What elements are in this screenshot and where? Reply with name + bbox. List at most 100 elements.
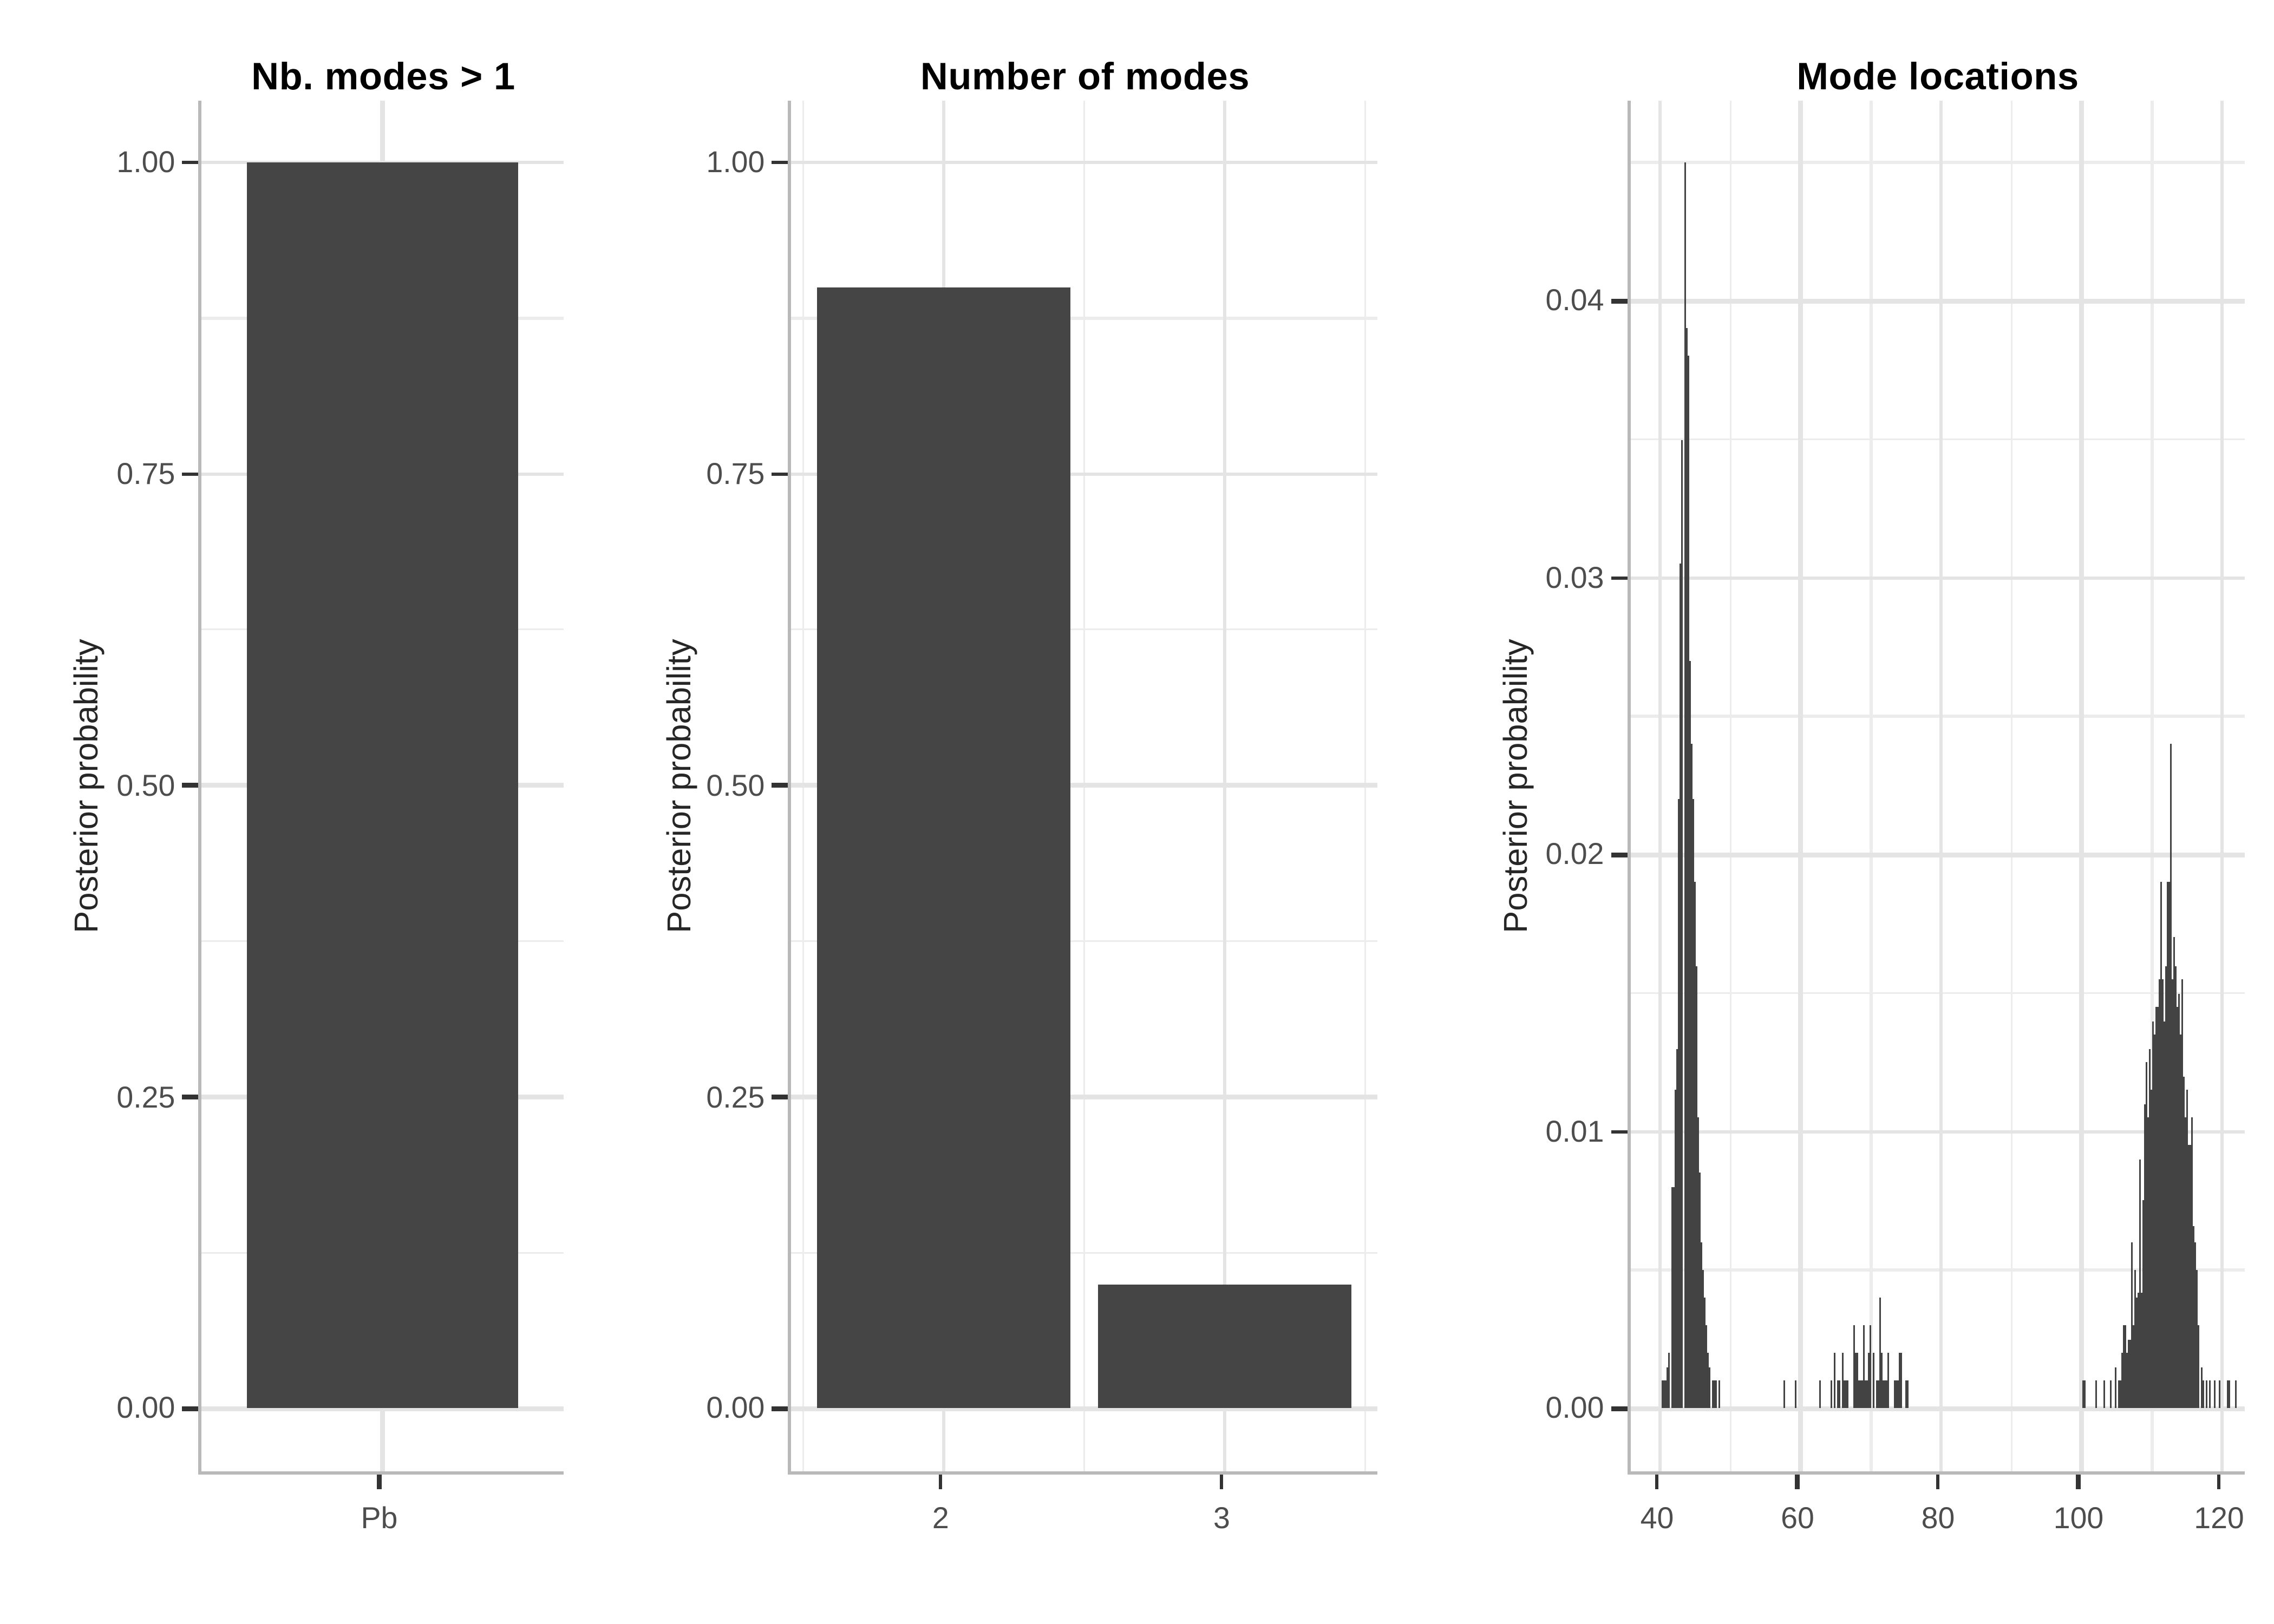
spike: [2187, 1159, 2190, 1409]
spike: [1845, 1380, 1847, 1409]
spike: [2194, 1242, 2197, 1409]
spike: [2119, 1380, 2121, 1409]
gridline-major-y: [201, 1095, 564, 1099]
spike: [2134, 1270, 2136, 1409]
spike: [2208, 1380, 2211, 1409]
spike: [1681, 439, 1684, 1409]
y-tick-label: 0.00: [1545, 1390, 1604, 1425]
spike: [1843, 1380, 1846, 1409]
gridline-major-y: [1630, 853, 2244, 857]
y-tick-label: 0.03: [1545, 560, 1604, 594]
x-tick-label: 3: [1213, 1500, 1230, 1535]
gridline-major-x: [2220, 100, 2225, 1471]
plot-panel: [198, 100, 564, 1475]
spike: [2177, 1007, 2179, 1409]
x-tick-label: 2: [932, 1500, 949, 1535]
spike: [2121, 1353, 2124, 1409]
spike: [1846, 1380, 1849, 1409]
y-tick-label: 1.00: [116, 145, 175, 179]
spike: [1699, 1173, 1701, 1409]
spike: [2083, 1380, 2085, 1409]
bar-3: [1098, 1284, 1352, 1409]
spike: [1677, 841, 1680, 1409]
spike: [1670, 1311, 1673, 1409]
gridline-major-x: [942, 100, 946, 1471]
gridline-minor-y: [1630, 715, 2244, 717]
spike: [2192, 1226, 2195, 1409]
y-tick-mark: [772, 160, 788, 165]
y-tick-label: 0.75: [116, 456, 175, 490]
x-tick-mark: [2217, 1475, 2221, 1489]
spike: [2143, 1201, 2145, 1409]
spike: [2109, 1380, 2112, 1409]
gridline-minor-y: [790, 1252, 1378, 1254]
spike: [2156, 1007, 2158, 1409]
y-tick-label: 0.50: [706, 768, 765, 802]
y-tick-mark: [1611, 853, 1627, 857]
chart-title: Mode locations: [1796, 54, 2079, 97]
y-tick-mark: [182, 1095, 198, 1099]
spike: [2149, 1048, 2151, 1409]
gridline-major-x: [380, 100, 385, 1471]
y-tick-mark: [1611, 1406, 1627, 1411]
y-axis-title: Posterior probability: [1498, 638, 1535, 933]
spike: [2190, 1117, 2193, 1409]
spike: [1852, 1325, 1855, 1409]
spike: [2095, 1380, 2097, 1409]
gridline-major-x: [1223, 100, 1227, 1471]
spike: [1880, 1353, 1882, 1409]
spike: [2145, 1104, 2147, 1409]
plot-panel: [787, 100, 1378, 1475]
spike: [2171, 979, 2173, 1409]
y-tick-mark: [182, 472, 198, 476]
spike: [1838, 1380, 1840, 1409]
spike: [1906, 1380, 1908, 1409]
spike: [2139, 1159, 2142, 1409]
gridline-minor-y: [1630, 438, 2244, 441]
gridline-major-y: [1630, 1406, 2244, 1411]
spike: [2167, 882, 2170, 1409]
x-tick-label: 40: [1640, 1500, 1674, 1535]
spike: [1693, 882, 1696, 1409]
gridline-minor-y: [201, 1252, 564, 1254]
y-tick-mark: [182, 783, 198, 788]
gridline-major-x: [2080, 100, 2084, 1471]
spike: [1877, 1380, 1880, 1409]
x-tick-mark: [938, 1475, 943, 1489]
y-tick-label: 0.02: [1545, 836, 1604, 871]
spike: [1696, 1048, 1698, 1409]
spike: [2196, 1270, 2198, 1409]
spike: [2131, 1242, 2133, 1409]
spike: [2152, 1020, 2154, 1409]
spike: [2141, 1292, 2144, 1409]
spike: [2169, 744, 2172, 1409]
spike: [1662, 1380, 1664, 1409]
spike: [1783, 1380, 1786, 1409]
spike: [1705, 1325, 1708, 1409]
spike: [1688, 356, 1690, 1409]
x-tick-label: Pb: [361, 1500, 398, 1535]
spike: [2165, 965, 2167, 1409]
spike: [1854, 1353, 1857, 1409]
spike: [2138, 1292, 2140, 1409]
spike: [2182, 1076, 2185, 1409]
spike: [1686, 564, 1689, 1409]
gridline-minor-y: [201, 940, 564, 942]
spike: [2178, 993, 2180, 1409]
spike: [1702, 1270, 1704, 1409]
spike: [1858, 1380, 1861, 1409]
spike: [2200, 1367, 2203, 1409]
y-tick-label: 0.75: [706, 456, 765, 490]
spike: [2227, 1380, 2230, 1409]
spike: [2218, 1380, 2221, 1409]
spike: [2132, 1325, 2135, 1409]
spike: [2162, 979, 2164, 1409]
y-tick-mark: [182, 1406, 198, 1411]
spike: [2154, 1034, 2157, 1409]
x-tick-label: 100: [2053, 1500, 2104, 1535]
gridline-major-y: [790, 472, 1378, 476]
gridline-major-y: [1630, 575, 2244, 580]
spike: [1685, 329, 1687, 1409]
spike: [1680, 564, 1682, 1409]
